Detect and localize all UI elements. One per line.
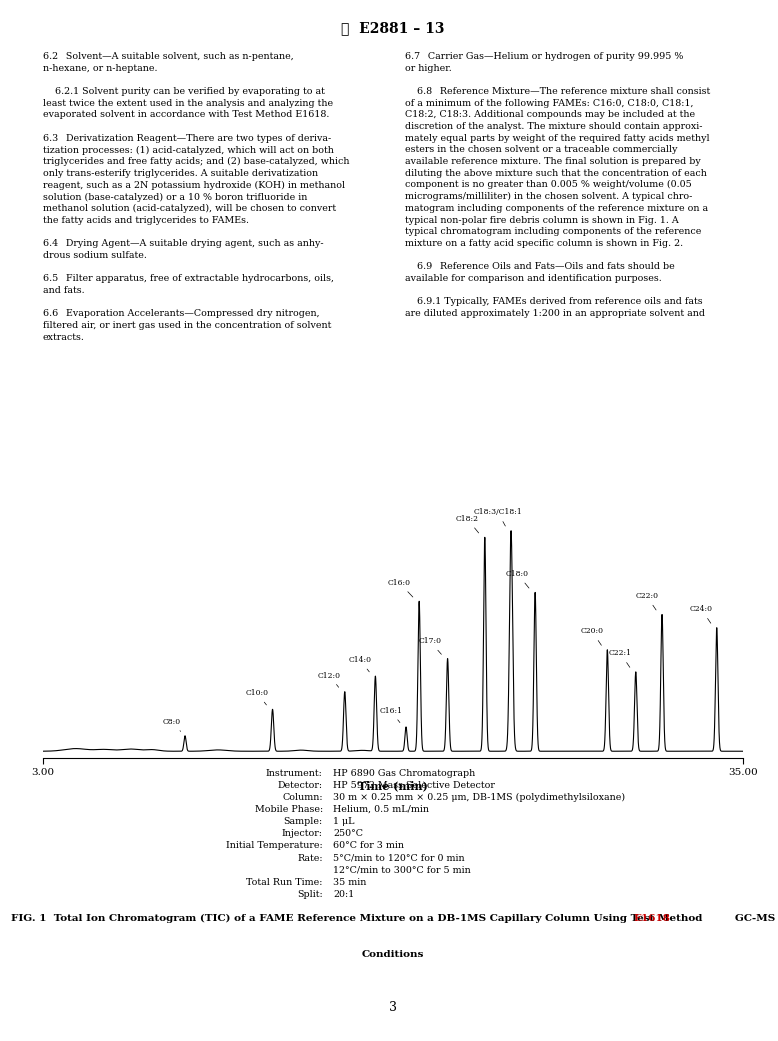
Text: Initial Temperature:: Initial Temperature: — [226, 841, 323, 850]
Text: C16:0: C16:0 — [388, 579, 413, 598]
Text: C20:0: C20:0 — [580, 628, 604, 645]
Text: C22:1: C22:1 — [609, 650, 632, 667]
Text: C14:0: C14:0 — [349, 656, 372, 671]
Text: Mobile Phase:: Mobile Phase: — [254, 805, 323, 814]
Text: 60°C for 3 min: 60°C for 3 min — [334, 841, 405, 850]
Text: C18:2: C18:2 — [456, 515, 478, 533]
Text: C18:3/C18:1: C18:3/C18:1 — [474, 508, 522, 526]
Text: Conditions: Conditions — [362, 949, 424, 959]
Text: Helium, 0.5 mL/min: Helium, 0.5 mL/min — [334, 805, 429, 814]
Text: C24:0: C24:0 — [690, 606, 713, 624]
Text: C22:0: C22:0 — [635, 592, 658, 610]
Text: C8:0: C8:0 — [163, 718, 181, 732]
Text: FIG. 1  Total Ion Chromatogram (TIC) of a FAME Reference Mixture on a DB-1MS Cap: FIG. 1 Total Ion Chromatogram (TIC) of a… — [11, 914, 775, 923]
Text: ⚙  E2881 – 13: ⚙ E2881 – 13 — [341, 22, 445, 35]
Text: C18:0: C18:0 — [506, 570, 529, 588]
Text: 12°C/min to 300°C for 5 min: 12°C/min to 300°C for 5 min — [334, 866, 471, 874]
Text: HP 6890 Gas Chromatograph: HP 6890 Gas Chromatograph — [334, 768, 475, 778]
Text: 6.2  Solvent—A suitable solvent, such as n-pentane,
n-hexane, or n-heptane.

   : 6.2 Solvent—A suitable solvent, such as … — [43, 52, 349, 341]
X-axis label: Time (min): Time (min) — [358, 780, 428, 791]
Text: C16:1: C16:1 — [379, 707, 402, 722]
Text: 30 m × 0.25 mm × 0.25 μm, DB-1MS (polydimethylsiloxane): 30 m × 0.25 mm × 0.25 μm, DB-1MS (polydi… — [334, 793, 626, 802]
Text: Instrument:: Instrument: — [266, 768, 323, 778]
Text: 1 μL: 1 μL — [334, 817, 355, 827]
Text: Total Run Time:: Total Run Time: — [247, 878, 323, 887]
Text: E1618: E1618 — [634, 914, 671, 923]
Text: 5°C/min to 120°C for 0 min: 5°C/min to 120°C for 0 min — [334, 854, 465, 863]
Text: Injector:: Injector: — [282, 830, 323, 838]
Text: 250°C: 250°C — [334, 830, 363, 838]
Text: Rate:: Rate: — [297, 854, 323, 863]
Text: Split:: Split: — [297, 890, 323, 899]
Text: C10:0: C10:0 — [246, 689, 268, 705]
Text: C12:0: C12:0 — [318, 671, 341, 687]
Text: HP 5972 Mass Selective Detector: HP 5972 Mass Selective Detector — [334, 781, 496, 790]
Text: Detector:: Detector: — [278, 781, 323, 790]
Text: 3: 3 — [389, 1000, 397, 1014]
Text: Column:: Column: — [282, 793, 323, 802]
Text: C17:0: C17:0 — [419, 637, 442, 655]
Text: 20:1: 20:1 — [334, 890, 355, 899]
Text: Sample:: Sample: — [284, 817, 323, 827]
Text: 6.7  Carrier Gas—Helium or hydrogen of purity 99.995 %
or higher.

    6.8  Refe: 6.7 Carrier Gas—Helium or hydrogen of pu… — [405, 52, 710, 318]
Text: 35 min: 35 min — [334, 878, 366, 887]
